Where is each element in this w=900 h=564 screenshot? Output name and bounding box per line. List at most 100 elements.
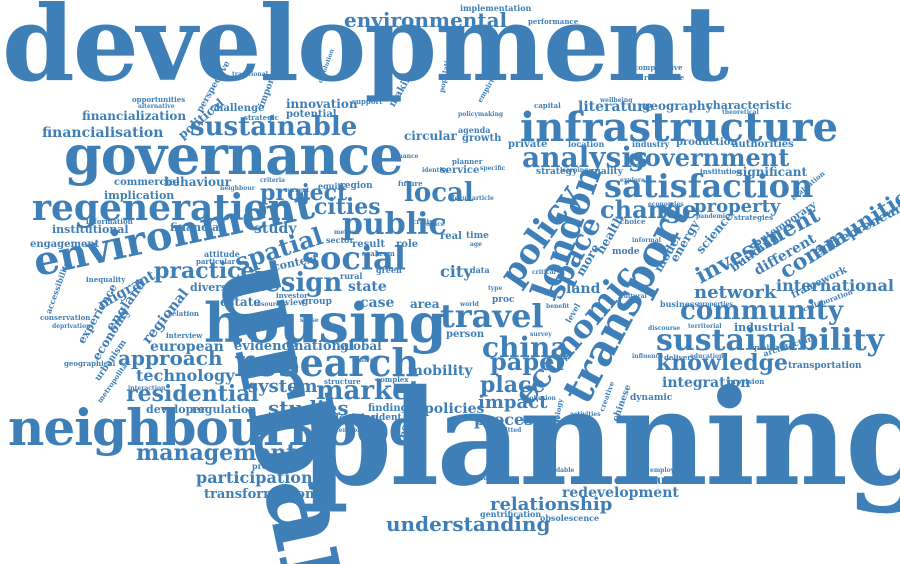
word-social: social [302,239,406,277]
word-transformation: transformation [204,487,315,502]
word-diversity: diversity [190,281,243,294]
word-market: market [316,376,421,406]
word-paper: paper [490,347,568,376]
word-influence: influence [632,353,664,360]
word-office: office [426,221,445,228]
word-activities: activities [570,411,601,418]
word-resident: resident [360,413,402,423]
word-neighbour: neighbour [220,185,255,192]
word-local: local [404,178,474,208]
word-criteria: criteria [260,177,286,184]
word-circular: circular [404,129,457,143]
word-implementation: implementation [460,3,532,13]
word-technology: technology [136,366,235,385]
word-cultural: cultural [620,293,647,300]
word-state: state [348,279,387,295]
word-gentrification: gentrification [480,509,542,519]
word-crisis: crisis [412,217,434,226]
word-agenda: agenda [458,125,491,135]
word-method: method [334,229,360,236]
word-relation: relation [168,309,199,318]
word-dynamic: dynamic [630,393,673,403]
word-relationship: relationship [490,494,613,515]
word-integration: integration [662,375,751,391]
word-identity: identity [422,167,448,174]
word-geographical: geographical [64,359,116,368]
word-regeneration: regeneration [32,187,294,229]
word-cities: cities [314,194,381,220]
word-institution: institution [700,167,742,176]
word-world: world [460,301,479,308]
word-approach: approach [118,346,223,370]
word-programme: programme [252,461,305,471]
word-article: article [472,195,494,202]
word-time: time [466,231,489,241]
word-education: education [690,353,724,360]
word-sector: sector [326,235,354,245]
word-employment: employment [650,467,692,474]
word-policies: policies [424,401,485,417]
word-sustainability: sustainability [656,323,884,358]
word-deprivation: deprivation [52,323,91,330]
word-management: management [136,440,297,466]
word-public: public [342,207,447,242]
word-discourse: discourse [648,325,681,332]
word-wellbeing: wellbeing [600,97,633,104]
word-practice: practice [154,258,255,284]
word-transportation: transportation [788,361,862,371]
word-equity: equity [318,181,346,191]
word-rural: rural [340,271,363,281]
word-future: future [398,179,423,188]
word-person: person [446,329,485,340]
word-cohesion: cohesion [526,395,556,402]
word-financialization: financialization [82,109,187,123]
word-type: type [488,285,503,292]
word-location: location [568,139,605,149]
word-economies: economies [648,201,684,208]
word-information: information [86,217,133,226]
word-growth: growth [462,133,502,144]
word-satisfaction: satisfaction [604,167,814,205]
word-environmental: environmental [344,8,508,32]
word-mode: mode [612,247,640,257]
word-estate: estate [220,295,261,309]
word-study: study [254,221,297,237]
word-term: term [376,249,395,258]
word-financial: financial [170,221,224,234]
word-conservation: conservation [40,313,91,322]
word-qualitative: qualitative [752,343,795,352]
word-learning: learning [560,167,589,174]
word-investor: investor [276,291,308,300]
word-area: area [410,297,440,311]
word-complex: complex [376,375,409,384]
word-project: project [260,180,348,206]
word-finance: finance [394,153,419,160]
word-travel: travel [440,297,544,335]
word-delivery: delivery [664,353,695,362]
word-mobility: mobility [408,363,473,379]
word-significant: significant [736,165,808,179]
word-european: european [150,339,224,355]
word-land: land [566,281,601,297]
word-affordable: affordable [540,467,575,474]
word-scale: scale [362,249,382,258]
word-renewable: renewable [644,73,685,82]
word-knowledge: knowledge [656,350,788,376]
word-system: system [248,376,318,397]
word-national: national [294,339,355,354]
word-literature: literature [578,99,654,115]
word-sustainable: sustainable [190,112,358,142]
word-planning: planning [300,361,900,516]
word-challenge: challenge [210,103,265,114]
word-real: real [440,231,462,242]
word-engagement: engagement [30,239,100,250]
word-community: community [680,296,843,326]
word-neighbourhood: neighbourhood [8,398,423,457]
word-potential: potential [286,109,337,120]
word-development: development [2,0,729,105]
word-policymaking: policymaking [458,111,504,118]
word-traditional: traditional [232,71,268,78]
word-support: support [352,97,383,106]
word-alternative: alternative [138,103,175,110]
